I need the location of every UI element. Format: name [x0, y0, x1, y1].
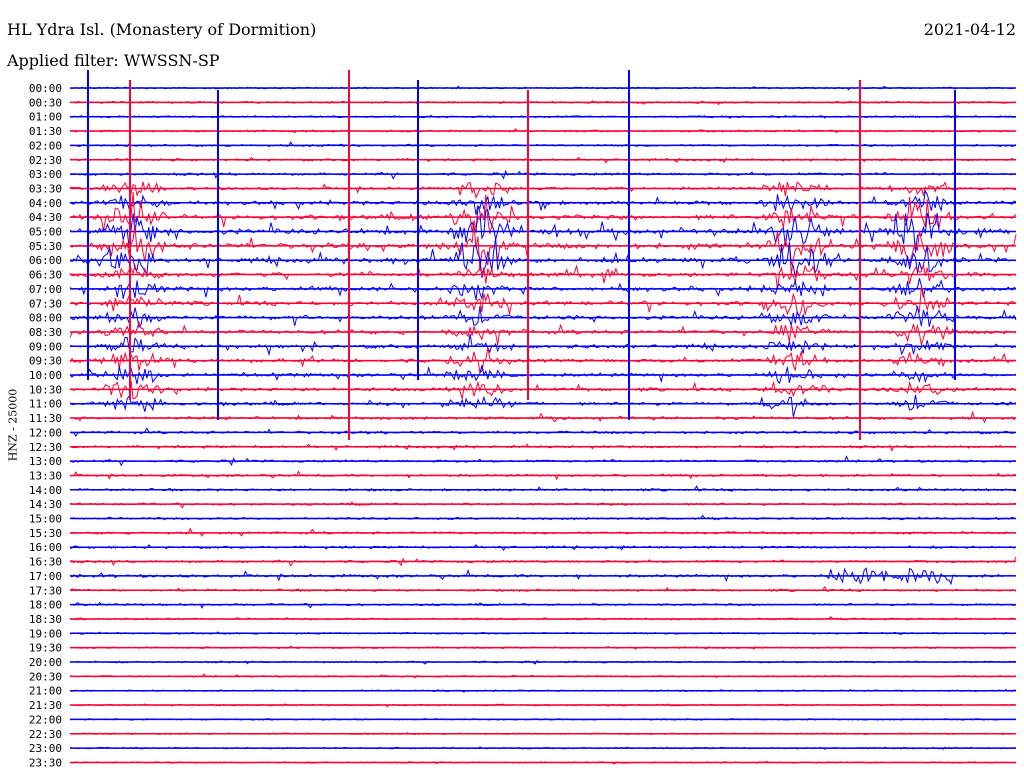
- filter-label: Applied filter: WWSSN-SP: [7, 51, 220, 70]
- time-tick-label: 20:00: [29, 656, 62, 669]
- time-tick-label: 15:30: [29, 527, 62, 540]
- time-tick-label: 01:30: [29, 125, 62, 138]
- time-tick-label: 13:30: [29, 469, 62, 482]
- time-tick-label: 07:00: [29, 283, 62, 296]
- time-tick-label: 06:00: [29, 254, 62, 267]
- time-tick-label: 07:30: [29, 297, 62, 310]
- time-tick-label: 19:00: [29, 627, 62, 640]
- time-tick-label: 23:00: [29, 742, 62, 755]
- time-tick-label: 10:30: [29, 383, 62, 396]
- time-tick-label: 00:00: [29, 82, 62, 95]
- station-title: HL Ydra Isl. (Monastery of Dormition): [7, 20, 317, 39]
- trace-line-1430: [69, 501, 1016, 509]
- time-tick-label: 20:30: [29, 670, 62, 683]
- time-tick-label: 03:00: [29, 168, 62, 181]
- time-tick-label: 14:30: [29, 498, 62, 511]
- time-tick-label: 21:30: [29, 699, 62, 712]
- time-tick-label: 09:30: [29, 355, 62, 368]
- time-tick-label: 16:30: [29, 556, 62, 569]
- time-tick-label: 04:00: [29, 197, 62, 210]
- time-tick-label: 11:00: [29, 398, 62, 411]
- time-tick-label: 01:00: [29, 111, 62, 124]
- time-tick-label: 03:30: [29, 182, 62, 195]
- time-tick-label: 08:00: [29, 312, 62, 325]
- time-tick-label: 22:00: [29, 713, 62, 726]
- date-label: 2021-04-12: [923, 20, 1016, 39]
- time-tick-label: 00:30: [29, 96, 62, 109]
- trace-line-0900: [70, 334, 1017, 357]
- time-tick-label: 15:00: [29, 513, 62, 526]
- time-tick-label: 06:30: [29, 269, 62, 282]
- trace-line-0700: [69, 278, 1017, 301]
- time-tick-label: 02:00: [29, 139, 62, 152]
- time-tick-label: 17:00: [29, 570, 62, 583]
- time-tick-label: 17:30: [29, 584, 62, 597]
- time-tick-label: 02:30: [29, 154, 62, 167]
- time-tick-label: 18:30: [29, 613, 62, 626]
- trace-line-0300: [69, 169, 1017, 180]
- time-tick-label: 05:30: [29, 240, 62, 253]
- time-tick-label: 05:00: [29, 226, 62, 239]
- time-tick-label: 04:30: [29, 211, 62, 224]
- time-tick-label: 10:00: [29, 369, 62, 382]
- trace-line-1100: [69, 394, 1017, 417]
- time-tick-label: 23:30: [29, 756, 62, 769]
- trace-line-0600: [69, 238, 1017, 278]
- time-tick-label: 12:30: [29, 441, 62, 454]
- time-tick-label: 22:30: [29, 728, 62, 741]
- time-tick-label: 19:30: [29, 642, 62, 655]
- time-tick-label: 08:30: [29, 326, 62, 339]
- trace-line-0730: [69, 286, 1017, 318]
- trace-line-0330: [69, 181, 1017, 200]
- time-tick-label: 16:00: [29, 541, 62, 554]
- time-tick-label: 18:00: [29, 599, 62, 612]
- time-tick-label: 12:00: [29, 426, 62, 439]
- trace-line-0530: [69, 224, 1017, 275]
- trace-line-1130: [69, 410, 1017, 424]
- time-tick-label: 21:00: [29, 685, 62, 698]
- time-tick-label: 14:00: [29, 484, 62, 497]
- trace-line-0630: [69, 263, 1017, 290]
- time-tick-label: 09:00: [29, 340, 62, 353]
- time-tick-label: 11:30: [29, 412, 62, 425]
- trace-line-0800: [69, 306, 1017, 329]
- trace-line-0930: [69, 347, 1017, 374]
- time-tick-label: 13:00: [29, 455, 62, 468]
- trace-line-0830: [69, 320, 1017, 346]
